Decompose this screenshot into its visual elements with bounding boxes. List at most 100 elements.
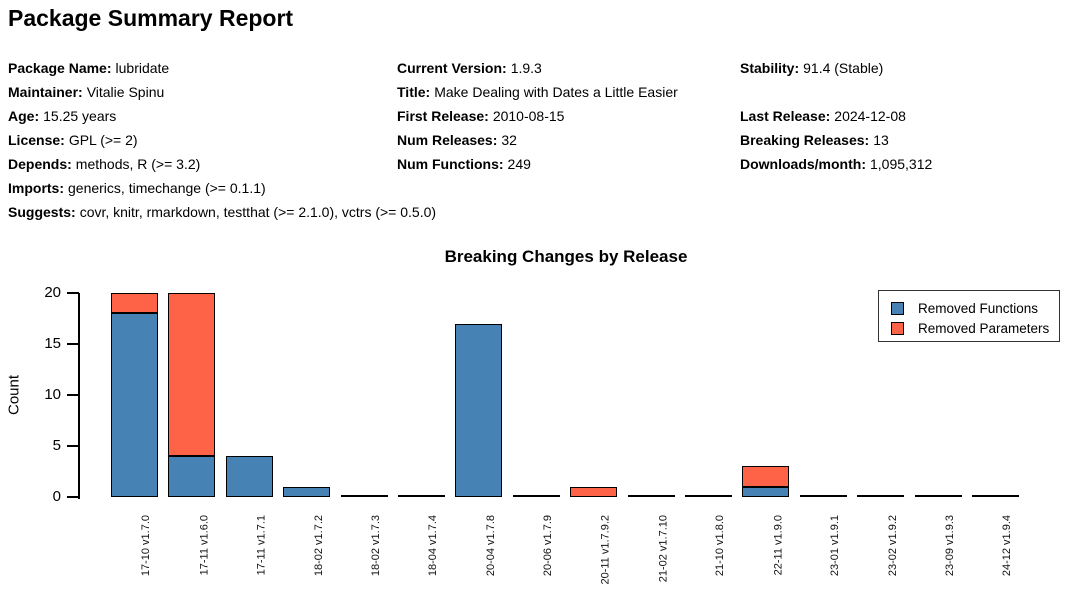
field-value: Make Dealing with Dates a Little Easier: [434, 84, 678, 100]
y-axis-tick-label: 20: [44, 284, 61, 301]
y-axis-tick-label: 0: [52, 488, 61, 505]
field-label: Title:: [397, 84, 431, 100]
field-label: Breaking Releases:: [740, 132, 870, 148]
field-value: 15.25 years: [43, 108, 117, 124]
field-label: Current Version:: [397, 60, 507, 76]
x-tick-label: 20-11 v1.7.9.2: [599, 515, 612, 585]
zero-height-bar-line: [685, 495, 732, 497]
x-tick-label: 22-11 v1.9.0: [771, 515, 784, 576]
y-axis-tick: [67, 394, 79, 396]
y-axis-line: [78, 293, 80, 499]
field-value: generics, timechange (>= 0.1.1): [68, 180, 266, 196]
field-label: Last Release:: [740, 108, 831, 124]
legend-item-removed-parameters: Removed Parameters: [891, 320, 1059, 337]
zero-height-bar-line: [398, 495, 445, 497]
page-title: Package Summary Report: [8, 5, 294, 31]
field-package-name: Package Name: lubridate: [8, 56, 393, 80]
zero-height-bar-line: [799, 495, 847, 497]
field-label: First Release:: [397, 108, 489, 124]
bar-segment-removed-parameters: [570, 486, 618, 497]
field-value: lubridate: [115, 60, 170, 76]
y-axis-tick-label: 10: [44, 386, 61, 403]
x-tick-label: 18-02 v1.7.3: [370, 515, 383, 577]
field-title: Title: Make Dealing with Dates a Little E…: [397, 80, 737, 104]
breaking-changes-chart: Breaking Changes by Release Count 0 5 10 15…: [0, 240, 1069, 602]
field-current-version: Current Version: 1.9.3: [397, 56, 737, 80]
field-value: covr, knitr, rmarkdown, testthat (>= 2.1…: [79, 204, 437, 220]
field-value: 32: [501, 132, 517, 148]
x-tick-label: 20-06 v1.7.9: [542, 515, 555, 577]
field-value: 1,095,312: [870, 156, 933, 172]
field-value: methods, R (>= 3.2): [75, 156, 201, 172]
legend-item-removed-functions: Removed Functions: [891, 300, 1059, 317]
field-spacer: [740, 80, 1065, 104]
field-value: Vitalie Spinu: [86, 84, 165, 100]
x-tick-label: 17-11 v1.7.1: [255, 515, 268, 576]
y-axis-tick: [67, 343, 79, 345]
field-depends: Depends: methods, R (>= 3.2): [8, 152, 393, 176]
bar-segment-removed-functions: [283, 486, 331, 497]
field-label: License:: [8, 132, 65, 148]
bar-segment-removed-parameters: [111, 293, 158, 314]
field-label: Age:: [8, 108, 40, 124]
plot-area: 0 5 10 15 20 17-10 v1.7.0 17-11 v1.6.0 17-11 v1…: [0, 240, 1069, 602]
zero-height-bar-line: [340, 495, 388, 497]
y-axis-tick: [67, 445, 79, 447]
x-tick-label: 17-11 v1.6.0: [197, 515, 210, 576]
zero-height-bar-line: [972, 495, 1019, 497]
field-suggests: Suggests: covr, knitr, rmarkdown, testtha…: [8, 200, 436, 224]
field-value: GPL (>= 2): [68, 132, 138, 148]
metadata-column-1: Package Name: lubridate Maintainer: Vitali…: [8, 56, 436, 224]
bar-segment-removed-functions: [168, 456, 216, 497]
field-value: 1.9.3: [510, 60, 542, 76]
field-label: Num Releases:: [397, 132, 498, 148]
x-tick-label: 18-02 v1.7.2: [312, 515, 325, 577]
field-value: 91.4 (Stable): [803, 60, 884, 76]
zero-height-bar-line: [512, 495, 560, 497]
field-label: Imports:: [8, 180, 64, 196]
field-breaking-releases: Breaking Releases: 13: [740, 128, 1065, 152]
bar-segment-removed-parameters: [742, 466, 790, 487]
field-maintainer: Maintainer: Vitalie Spinu: [8, 80, 393, 104]
field-license: License: GPL (>= 2): [8, 128, 393, 152]
legend-label: Removed Parameters: [918, 321, 1050, 336]
field-label: Downloads/month:: [740, 156, 866, 172]
field-value: 2024-12-08: [834, 108, 906, 124]
field-label: Num Functions:: [397, 156, 504, 172]
y-axis-tick-label: 5: [52, 437, 61, 454]
bar-segment-removed-functions: [742, 486, 790, 497]
field-label: Stability:: [740, 60, 800, 76]
field-first-release: First Release: 2010-08-15: [397, 104, 737, 128]
x-tick-label: 20-04 v1.7.8: [484, 515, 497, 577]
x-tick-label: 23-09 v1.9.3: [944, 515, 957, 577]
x-tick-label: 21-02 v1.7.10: [657, 515, 670, 583]
metadata-column-2: Current Version: 1.9.3 Title: Make Dealing…: [397, 56, 737, 176]
bar-segment-removed-functions: [111, 313, 158, 497]
chart-legend: Removed Functions Removed Parameters: [878, 290, 1060, 342]
zero-height-bar-line: [627, 495, 675, 497]
field-label: Package Name:: [8, 60, 112, 76]
bar-segment-removed-parameters: [168, 293, 216, 457]
x-tick-label: 17-10 v1.7.0: [140, 515, 153, 577]
field-value: 13: [873, 132, 889, 148]
y-axis-tick: [67, 292, 79, 294]
field-value: 2010-08-15: [492, 108, 565, 124]
field-age: Age: 15.25 years: [8, 104, 393, 128]
field-num-functions: Num Functions: 249: [397, 152, 737, 176]
chart-title: Breaking Changes by Release: [444, 247, 688, 266]
field-stability: Stability: 91.4 (Stable): [740, 56, 1065, 80]
field-last-release: Last Release: 2024-12-08: [740, 104, 1065, 128]
legend-swatch-removed-functions-icon: [891, 302, 904, 315]
x-tick-label: 24-12 v1.9.4: [1001, 515, 1014, 577]
field-imports: Imports: generics, timechange (>= 0.1.1): [8, 176, 393, 200]
bar-segment-removed-functions: [225, 456, 273, 497]
x-tick-label: 23-02 v1.9.2: [886, 515, 899, 577]
field-label: Depends:: [8, 156, 72, 172]
x-tick-label: 21-10 v1.8.0: [714, 515, 727, 577]
legend-label: Removed Functions: [918, 301, 1039, 316]
field-label: Suggests:: [8, 204, 76, 220]
metadata-column-3: Stability: 91.4 (Stable) Last Release: 202…: [740, 56, 1065, 176]
field-downloads-month: Downloads/month: 1,095,312: [740, 152, 1065, 176]
field-value: 249: [507, 156, 531, 172]
field-num-releases: Num Releases: 32: [397, 128, 737, 152]
